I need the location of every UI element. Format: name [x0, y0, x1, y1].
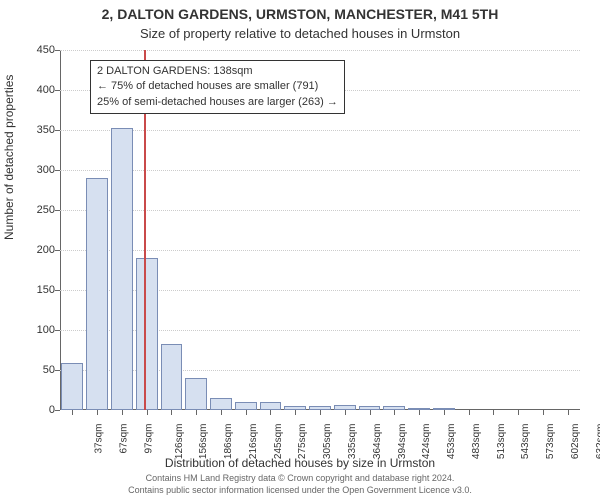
- x-tick-mark: [320, 410, 321, 415]
- x-tick-label: 275sqm: [298, 424, 309, 460]
- x-tick-mark: [196, 410, 197, 415]
- x-tick-label: 602sqm: [570, 424, 581, 460]
- footer-license: Contains public sector information licen…: [0, 485, 600, 495]
- bar: [185, 378, 207, 410]
- y-tick-mark: [55, 90, 60, 91]
- y-tick-mark: [55, 130, 60, 131]
- x-tick-label: 394sqm: [397, 424, 408, 460]
- x-tick-mark: [370, 410, 371, 415]
- chart-title: 2, DALTON GARDENS, URMSTON, MANCHESTER, …: [0, 6, 600, 22]
- plot-area: 05010015020025030035040045037sqm67sqm97s…: [60, 50, 580, 410]
- x-tick-mark: [469, 410, 470, 415]
- y-axis-label: Number of detached properties: [2, 75, 16, 240]
- annotation-box: 2 DALTON GARDENS: 138sqm← 75% of detache…: [90, 60, 345, 114]
- y-tick-mark: [55, 410, 60, 411]
- x-tick-label: 364sqm: [372, 424, 383, 460]
- x-tick-mark: [221, 410, 222, 415]
- x-tick-label: 573sqm: [545, 424, 556, 460]
- x-tick-label: 305sqm: [322, 424, 333, 460]
- x-tick-mark: [171, 410, 172, 415]
- y-tick-mark: [55, 290, 60, 291]
- annotation-line: 2 DALTON GARDENS: 138sqm: [97, 64, 338, 79]
- x-tick-mark: [568, 410, 569, 415]
- bar: [61, 363, 83, 410]
- gridline: [60, 170, 580, 171]
- x-tick-mark: [295, 410, 296, 415]
- gridline: [60, 210, 580, 211]
- x-tick-mark: [419, 410, 420, 415]
- bar: [210, 398, 232, 410]
- x-tick-label: 97sqm: [143, 424, 154, 454]
- chart-container: 2, DALTON GARDENS, URMSTON, MANCHESTER, …: [0, 0, 600, 500]
- y-tick-mark: [55, 250, 60, 251]
- x-tick-label: 483sqm: [471, 424, 482, 460]
- y-tick-mark: [55, 170, 60, 171]
- x-tick-mark: [147, 410, 148, 415]
- y-tick-label: 50: [15, 364, 55, 376]
- x-tick-label: 156sqm: [199, 424, 210, 460]
- y-tick-label: 450: [15, 44, 55, 56]
- x-tick-mark: [444, 410, 445, 415]
- bar: [235, 402, 257, 410]
- annotation-line: ← 75% of detached houses are smaller (79…: [97, 79, 338, 94]
- bar: [260, 402, 282, 410]
- footer-copyright: Contains HM Land Registry data © Crown c…: [0, 473, 600, 483]
- x-tick-label: 453sqm: [446, 424, 457, 460]
- y-tick-label: 100: [15, 324, 55, 336]
- y-tick-label: 200: [15, 244, 55, 256]
- x-tick-label: 632sqm: [595, 424, 600, 460]
- bar: [111, 128, 133, 410]
- x-tick-mark: [122, 410, 123, 415]
- x-tick-label: 513sqm: [496, 424, 507, 460]
- gridline: [60, 50, 580, 51]
- annotation-line: 25% of semi-detached houses are larger (…: [97, 95, 338, 110]
- bar: [161, 344, 183, 410]
- x-tick-mark: [246, 410, 247, 415]
- y-tick-mark: [55, 50, 60, 51]
- x-tick-label: 543sqm: [520, 424, 531, 460]
- x-tick-label: 335sqm: [347, 424, 358, 460]
- gridline: [60, 130, 580, 131]
- x-tick-mark: [270, 410, 271, 415]
- y-tick-label: 0: [15, 404, 55, 416]
- gridline: [60, 250, 580, 251]
- bar: [136, 258, 158, 410]
- y-tick-mark: [55, 330, 60, 331]
- y-tick-mark: [55, 210, 60, 211]
- y-tick-label: 300: [15, 164, 55, 176]
- y-axis-line: [60, 50, 61, 410]
- y-tick-label: 400: [15, 84, 55, 96]
- x-tick-label: 424sqm: [421, 424, 432, 460]
- y-tick-label: 250: [15, 204, 55, 216]
- x-tick-mark: [543, 410, 544, 415]
- x-tick-label: 67sqm: [119, 424, 130, 454]
- x-tick-mark: [345, 410, 346, 415]
- x-tick-mark: [493, 410, 494, 415]
- x-tick-label: 216sqm: [248, 424, 259, 460]
- x-tick-label: 245sqm: [273, 424, 284, 460]
- y-tick-label: 350: [15, 124, 55, 136]
- x-tick-label: 126sqm: [174, 424, 185, 460]
- x-tick-mark: [394, 410, 395, 415]
- y-tick-mark: [55, 370, 60, 371]
- x-tick-label: 37sqm: [94, 424, 105, 454]
- bar: [86, 178, 108, 410]
- x-tick-mark: [518, 410, 519, 415]
- x-tick-mark: [97, 410, 98, 415]
- chart-subtitle: Size of property relative to detached ho…: [0, 26, 600, 41]
- x-tick-label: 186sqm: [223, 424, 234, 460]
- y-tick-label: 150: [15, 284, 55, 296]
- x-tick-mark: [72, 410, 73, 415]
